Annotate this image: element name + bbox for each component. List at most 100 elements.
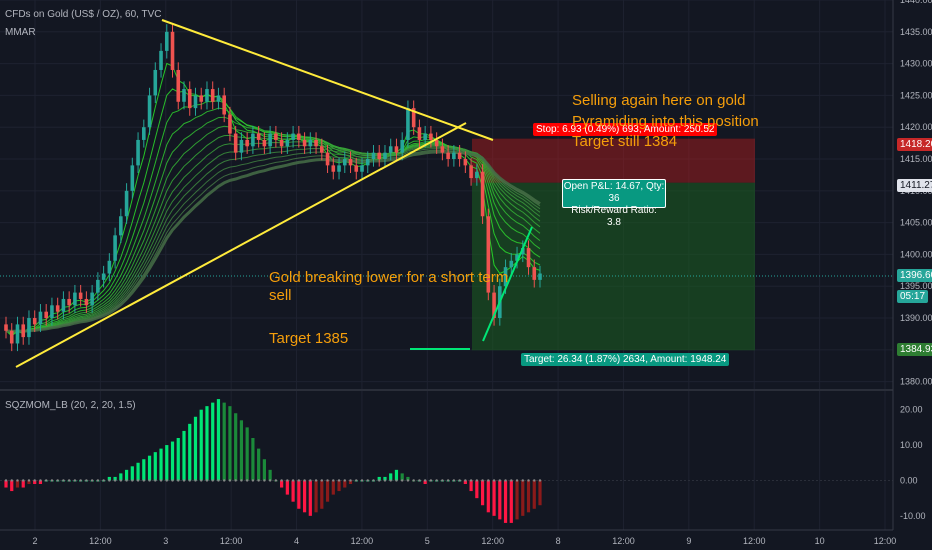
countdown-badge: 05:17 [897, 290, 929, 303]
candle-body [520, 248, 525, 255]
osc-bar [320, 480, 324, 509]
osc-bar [503, 480, 508, 523]
indicator-mmar-label: MMAR [5, 27, 36, 38]
candle-body [532, 267, 537, 280]
squeeze-dot [533, 479, 536, 482]
time-tick-label: 12:00 [874, 536, 897, 546]
squeeze-dot [320, 479, 324, 482]
osc-bar [159, 448, 163, 481]
candle-body [101, 273, 106, 280]
osc-bar [182, 430, 186, 481]
osc-bar [463, 480, 467, 484]
osc-tick-label: 0.00 [900, 475, 918, 485]
stop-label[interactable]: Stop: 6.93 (0.49%) 693, Amount: 250.52 [533, 123, 718, 136]
osc-bar [188, 423, 192, 481]
mmar-line [5, 148, 541, 333]
price-tick-label: 1425.00 [900, 90, 932, 100]
osc-bar [475, 480, 479, 499]
osc-bar [113, 476, 117, 481]
candle-body [50, 305, 54, 319]
candle-body [394, 146, 399, 153]
candle-body [434, 139, 439, 147]
profit-zone [472, 182, 755, 351]
short-target-note[interactable]: Target 1385 [269, 330, 349, 347]
osc-bar [38, 480, 43, 484]
price-tick-label: 1440.00 [900, 0, 932, 5]
squeeze-dot [458, 479, 461, 482]
candle-body [515, 254, 519, 261]
mmar-line [5, 141, 541, 333]
trend-drawings [15, 19, 533, 368]
candle-body [463, 159, 468, 166]
squeeze-dot [326, 479, 329, 482]
squeeze-dot [4, 479, 8, 482]
candle-body [32, 318, 37, 325]
squeeze-dot [383, 479, 387, 482]
osc-bar [27, 480, 31, 484]
osc-bar [406, 476, 410, 481]
squeeze-dot [406, 479, 410, 482]
entry-price-badge: 1411.27 [897, 179, 932, 192]
osc-bar [331, 480, 335, 495]
candle-body [297, 133, 301, 140]
squeeze-dot [492, 479, 496, 482]
squeeze-dot [16, 479, 19, 482]
squeeze-dot [205, 479, 209, 482]
target-label[interactable]: Target: 26.34 (1.87%) 2634, Amount: 1948… [521, 353, 730, 366]
osc-bar [119, 473, 123, 481]
candle-body [90, 292, 94, 306]
candle-body [176, 69, 181, 102]
candle-body [360, 165, 364, 172]
osc-bar [325, 480, 330, 502]
candle-body [314, 139, 318, 147]
osc-bar [480, 480, 485, 506]
osc-bar [521, 480, 525, 516]
candle-body [222, 95, 226, 115]
time-tick-label: 5 [425, 536, 430, 546]
position-zones [0, 138, 893, 351]
time-tick-label: 12:00 [612, 536, 635, 546]
candle-body [302, 139, 307, 147]
candle-body [124, 190, 129, 217]
squeeze-dot [211, 479, 214, 482]
price-tick-label: 1400.00 [900, 249, 932, 259]
osc-bar [199, 409, 203, 481]
squeeze-dot [27, 479, 31, 482]
stop-price-badge: 1418.20 [897, 138, 932, 151]
osc-bar [297, 480, 301, 509]
squeeze-dot [245, 479, 249, 482]
osc-bar [262, 459, 266, 481]
rebound-line [482, 226, 533, 342]
candle-body [503, 267, 508, 287]
candle-body [262, 139, 267, 147]
squeeze-dot [429, 479, 433, 482]
right-note-line2[interactable]: Pyramiding into this position [572, 113, 759, 130]
osc-bar [343, 480, 347, 488]
candle-body [538, 273, 542, 280]
candle-body [469, 165, 473, 179]
osc-bar [526, 480, 531, 513]
right-note-line1[interactable]: Selling again here on gold [572, 92, 746, 109]
candle-body [320, 146, 324, 153]
short-note-line1[interactable]: Gold breaking lower for a short term [269, 269, 509, 286]
right-note-line3[interactable]: Target still 1384 [572, 133, 678, 150]
osc-bar [228, 406, 232, 481]
squeeze-dot [527, 479, 530, 482]
squeeze-dot [171, 479, 174, 482]
squeeze-dot [142, 479, 146, 482]
candle-body [406, 108, 410, 140]
candle-body [216, 95, 221, 102]
candle-body [4, 324, 8, 331]
squeeze-dot [44, 479, 48, 482]
candle-body [130, 165, 135, 191]
osc-bar [532, 480, 536, 509]
candle-body [164, 31, 169, 51]
osc-bar [21, 480, 25, 488]
squeeze-dot [475, 479, 479, 482]
short-note-line2[interactable]: sell [269, 287, 292, 304]
candle-body [107, 260, 112, 274]
grid-lines [0, 0, 893, 530]
pnl-box[interactable]: Open P&L: 14.67, Qty: 36 Risk/Reward Rat… [562, 179, 666, 228]
squeeze-dot [113, 479, 117, 482]
